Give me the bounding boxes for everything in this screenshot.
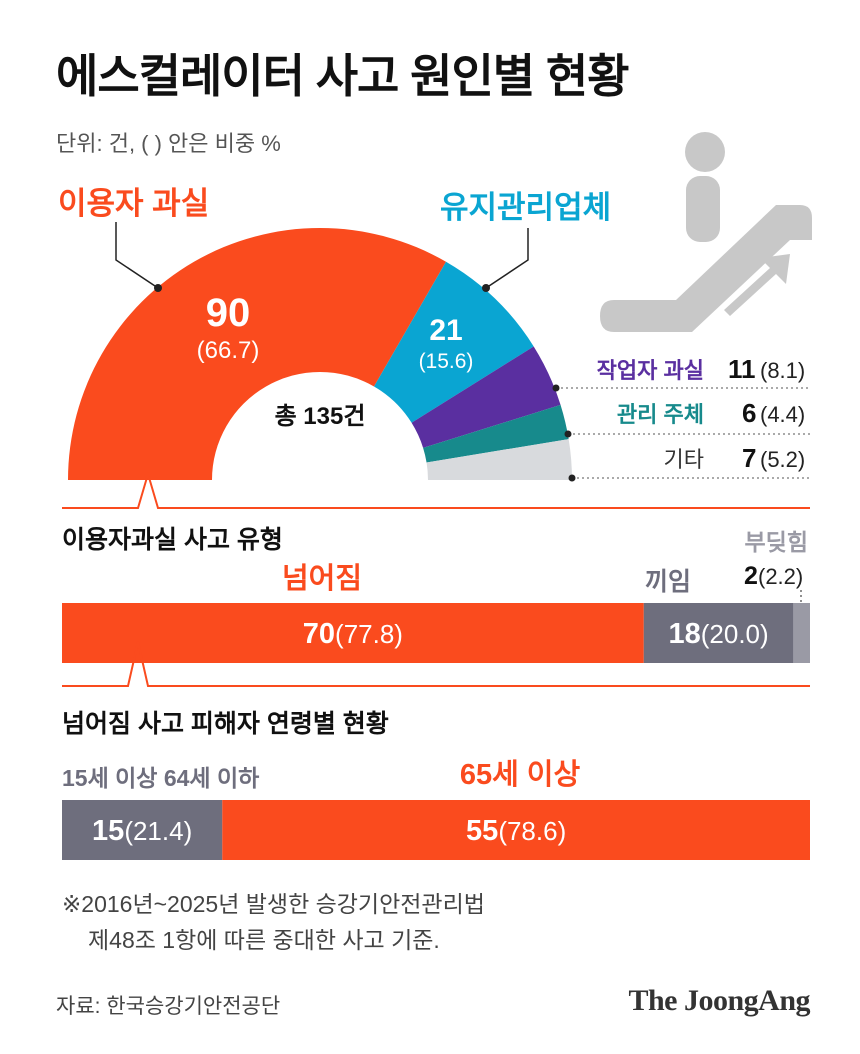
- bar2-segment-0: [62, 800, 223, 860]
- bar1-title: 이용자과실 사고 유형: [62, 526, 283, 554]
- callout-maintenance: 유지관리업체: [440, 190, 611, 225]
- legend-management-value: 6: [742, 398, 756, 428]
- slice-value-maintenance: 21: [429, 314, 462, 347]
- bar1-collision-pct: (2.2): [758, 564, 803, 589]
- donut-slice-3: [423, 404, 569, 463]
- bar2-segment-label-1: 55(78.6): [466, 815, 566, 847]
- bar2-stack: 15(21.4) 55(78.6): [62, 800, 811, 860]
- bar2-label-65: 65세 이상: [460, 758, 581, 791]
- bar2-label-15-64: 15세 이상 64세 이하: [62, 765, 259, 791]
- bar1-segment-1: [643, 603, 794, 663]
- footnote-line-1: ※2016년~2025년 발생한 승강기안전관리법: [62, 891, 485, 917]
- slice-value-user-error: 90: [206, 291, 251, 335]
- donut-total-label: 총 135건: [275, 403, 366, 430]
- connector-line-2: [62, 641, 810, 687]
- slice-pct-maintenance: (15.6): [419, 350, 474, 373]
- brand-logo: The JoongAng: [628, 984, 810, 1017]
- legend-management-pct: (4.4): [760, 402, 805, 427]
- footnote: ※2016년~2025년 발생한 승강기안전관리법 제48조 1항에 따른 중대…: [62, 886, 485, 958]
- bar1-segment-label-0: 70(77.8): [303, 618, 403, 650]
- bar2-segment-label-0: 15(21.4): [92, 815, 192, 847]
- half-donut-chart: [68, 228, 572, 480]
- bar1-segment-label-1: 18(20.0): [668, 618, 768, 650]
- bar1-label-caught: 끼임: [645, 568, 691, 596]
- slice-pct-user-error: (66.7): [197, 337, 260, 364]
- legend-other-value: 7: [742, 443, 756, 473]
- bar1-stack: 70(77.8) 18(20.0): [62, 603, 810, 663]
- callout-user-error: 이용자 과실: [58, 186, 209, 221]
- legend-other-pct: (5.2): [760, 447, 805, 472]
- chart-canvas: 총 135건 이용자 과실 유지관리업체 90 (66.7) 21 (15.6)…: [58, 132, 812, 860]
- legend-worker-error-value: 11: [728, 354, 756, 384]
- bar2-title: 넘어짐 사고 피해자 연령별 현황: [62, 710, 389, 738]
- side-legend: 작업자 과실 11 (8.1) 관리 주체 6 (4.4) 기타 7 (5.2): [552, 354, 810, 482]
- footnote-line-2: 제48조 1항에 따른 중대한 사고 기준.: [88, 927, 440, 953]
- donut-slice-4: [426, 439, 572, 480]
- legend-management-label: 관리 주체: [617, 402, 704, 427]
- donut-slice-1: [374, 261, 534, 423]
- legend-other-label: 기타: [664, 447, 704, 472]
- bar1-segment-2: [793, 603, 810, 663]
- bar1-collision-value: 2: [744, 562, 758, 590]
- bar1-segment-0: [62, 603, 644, 663]
- page-title: 에스컬레이터 사고 원인별 현황: [56, 50, 630, 102]
- legend-worker-error-label: 작업자 과실: [597, 358, 704, 383]
- bar2-segment-1: [222, 800, 811, 860]
- escalator-person-icon: [600, 132, 812, 332]
- donut-slice-2: [411, 346, 561, 448]
- legend-worker-error-pct: (8.1): [760, 358, 805, 383]
- donut-slice-0: [68, 228, 446, 480]
- source-text: 자료: 한국승강기안전공단: [56, 995, 281, 1018]
- connector-line-1: [62, 470, 810, 509]
- bar1-label-falling: 넘어짐: [282, 562, 362, 595]
- bar1-label-collision: 부딪힘: [745, 529, 808, 555]
- unit-note: 단위: 건, ( ) 안은 비중 %: [56, 131, 281, 156]
